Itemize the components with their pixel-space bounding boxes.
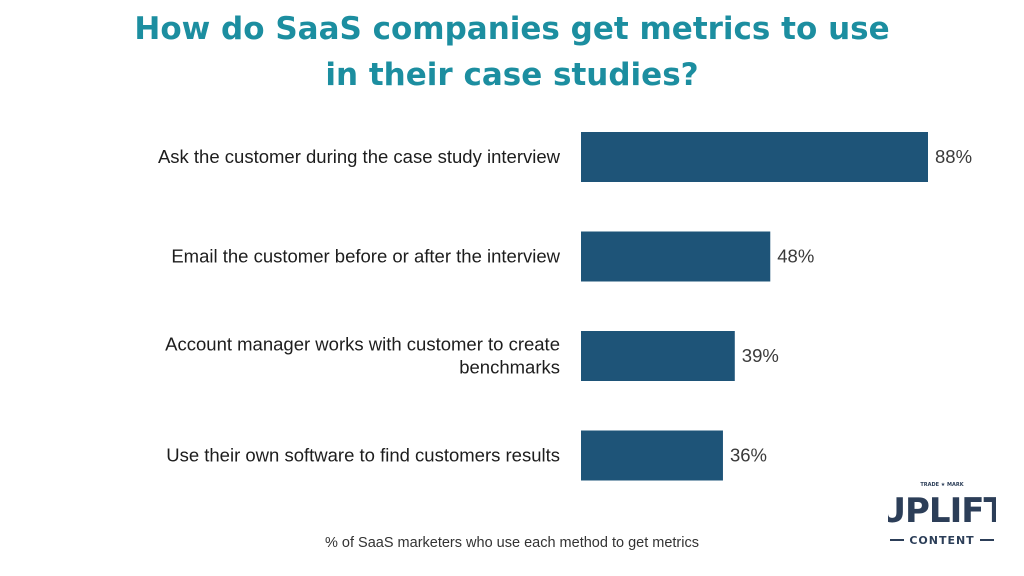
category-label-0: Ask the customer during the case study i… (158, 146, 561, 167)
logo-sub-text: CONTENT (909, 534, 974, 547)
uplift-content-logo: TRADE ★ MARK UPLIFT CONTENT (888, 482, 996, 547)
value-label-3: 36% (730, 445, 767, 466)
category-label-3-line-0: Use their own software to find customers… (166, 445, 560, 466)
category-label-1-line-0: Email the customer before or after the i… (171, 246, 560, 267)
category-label-0-line-0: Ask the customer during the case study i… (158, 146, 561, 167)
category-label-2-line-1: benchmarks (459, 357, 560, 378)
chart-title-line-2: in their case studies? (325, 57, 699, 93)
chart-title: How do SaaS companies get metrics to use… (0, 6, 1024, 98)
category-label-3: Use their own software to find customers… (166, 445, 560, 466)
category-label-2-line-0: Account manager works with customer to c… (165, 334, 560, 355)
value-label-1: 48% (777, 246, 814, 267)
chart-footnote: % of SaaS marketers who use each method … (325, 535, 699, 551)
bar-0 (581, 132, 928, 182)
bar-2 (581, 331, 735, 381)
value-label-0: 88% (935, 146, 972, 167)
bar-3 (581, 430, 723, 481)
logo-trademark-text: TRADE ★ MARK (920, 482, 964, 488)
logo-main-text: UPLIFT (888, 491, 996, 531)
category-label-1: Email the customer before or after the i… (171, 246, 560, 267)
chart-title-line-1: How do SaaS companies get metrics to use (134, 11, 890, 47)
category-label-2: Account manager works with customer to c… (165, 334, 560, 378)
value-label-2: 39% (742, 345, 779, 366)
bar-1 (581, 231, 771, 282)
